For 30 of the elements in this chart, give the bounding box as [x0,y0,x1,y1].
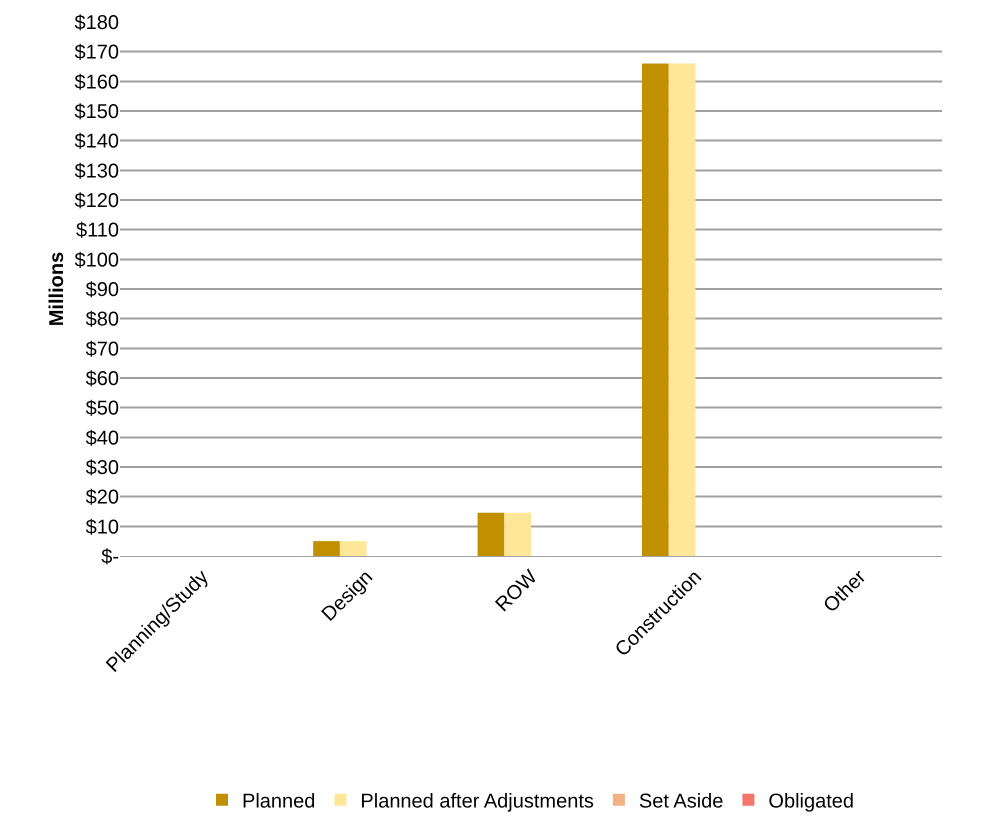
bar [668,64,696,556]
y-tick-label: $30 [86,457,119,479]
bar [504,512,531,556]
y-tick-label: $140 [74,130,119,153]
bar [478,512,504,556]
bar [642,64,669,556]
y-tick-label: $150 [74,101,119,123]
legend-label: Set Aside [638,790,724,813]
y-tick-label: $120 [74,190,119,212]
y-tick-label: $20 [86,486,119,509]
y-tick-label: $100 [74,249,119,272]
y-axis-title: Millions [46,252,68,326]
y-tick-label: $90 [86,279,119,301]
y-tick-label: $130 [74,160,119,182]
y-tick-label: $70 [86,338,119,360]
y-tick-label: $170 [74,42,119,64]
y-tick-label: $- [101,546,119,568]
y-tick-label: $110 [76,220,119,242]
y-tick-label: $180 [74,12,119,34]
legend-label: Planned after Adjustments [360,790,594,813]
legend-label: Obligated [768,790,854,813]
bar [313,541,340,556]
y-tick-label: $40 [86,427,119,450]
y-tick-label: $10 [86,516,119,538]
legend-label: Planned [242,790,316,813]
y-tick-label: $80 [86,308,119,331]
y-tick-label: $60 [86,368,119,390]
bar [340,541,367,556]
y-tick-label: $50 [86,398,119,420]
y-tick-label: $160 [74,71,119,94]
